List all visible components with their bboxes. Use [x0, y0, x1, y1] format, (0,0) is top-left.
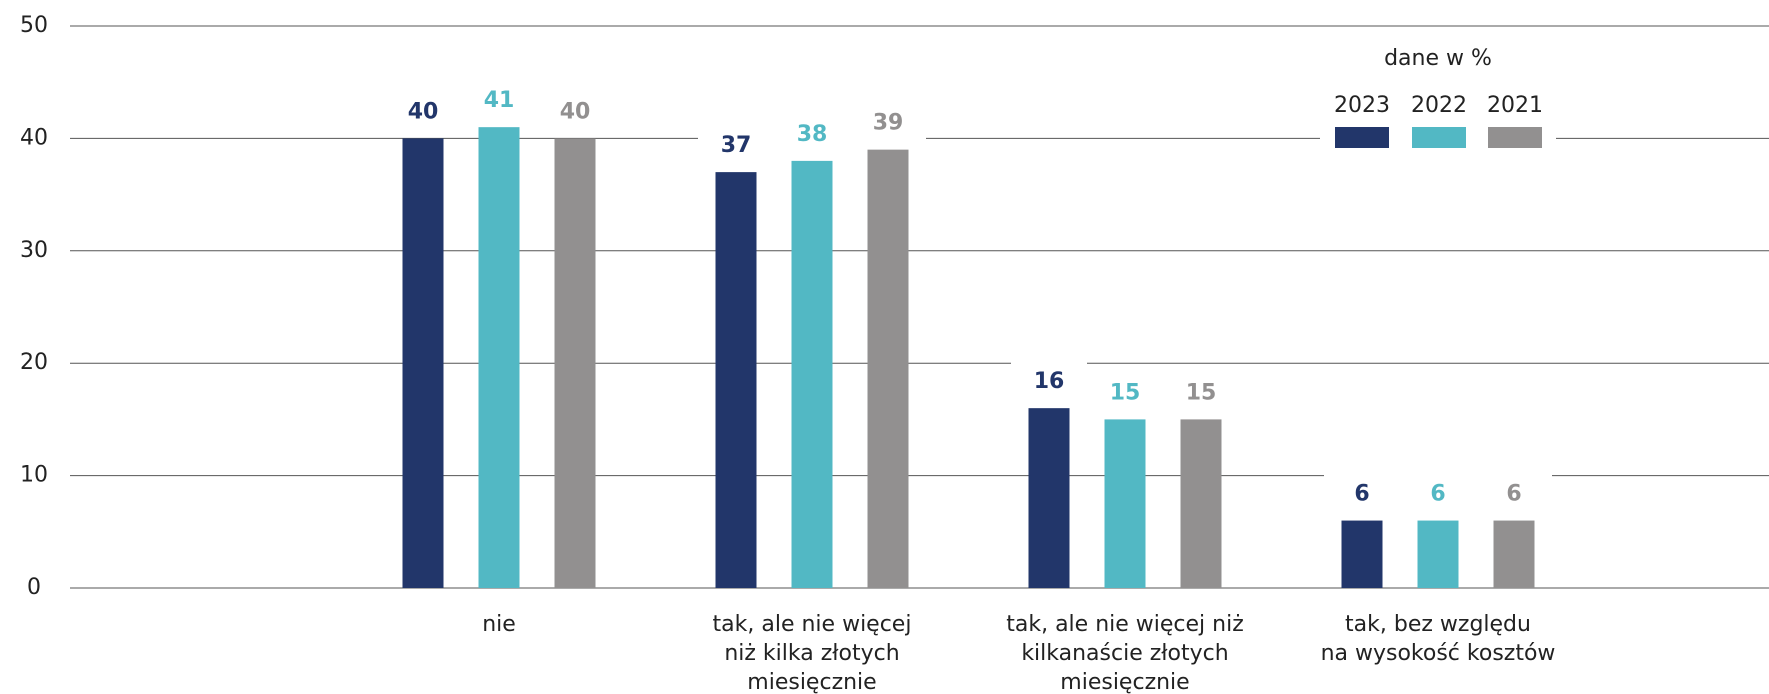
bar	[1341, 520, 1383, 588]
bar	[791, 160, 833, 588]
legend-swatch	[1488, 127, 1542, 148]
label-bg	[385, 88, 461, 135]
legend-swatch	[1335, 127, 1389, 148]
data-label: 40	[560, 99, 591, 124]
label-bg	[1163, 369, 1239, 416]
label-bg	[1400, 470, 1476, 517]
bar	[867, 149, 909, 588]
bar	[1028, 408, 1070, 588]
data-label: 41	[484, 88, 515, 113]
legend-label: 2022	[1411, 93, 1467, 118]
label-bg	[1087, 369, 1163, 416]
data-label: 38	[797, 122, 828, 147]
legend-label: 2021	[1487, 93, 1543, 118]
data-label: 40	[408, 99, 439, 124]
data-label: 6	[1430, 482, 1445, 507]
bar	[1104, 419, 1146, 588]
label-bg	[774, 110, 850, 157]
bar	[1493, 520, 1535, 588]
label-bg	[461, 77, 537, 124]
bar	[478, 127, 520, 588]
subtitle: dane w %	[1384, 46, 1492, 71]
bar	[402, 138, 444, 588]
y-tick-label: 20	[20, 350, 48, 375]
data-label: 37	[721, 133, 752, 158]
label-bg	[1476, 470, 1552, 517]
label-bg	[537, 88, 613, 135]
x-tick-label: tak, ale nie więcej niż kilkanaście złot…	[1006, 612, 1244, 694]
data-label: 6	[1354, 482, 1369, 507]
x-tick-label: tak, bez względu na wysokość kosztów	[1320, 612, 1556, 666]
data-label: 15	[1110, 380, 1141, 405]
bar	[554, 138, 596, 588]
y-tick-label: 50	[20, 13, 48, 38]
label-bg	[1011, 358, 1087, 405]
data-label: 39	[873, 111, 904, 136]
data-label: 6	[1506, 482, 1521, 507]
legend-swatch	[1412, 127, 1466, 148]
label-bg	[698, 122, 774, 169]
y-tick-label: 30	[20, 238, 48, 263]
y-tick-label: 0	[27, 575, 41, 600]
label-bg	[850, 99, 926, 146]
y-tick-label: 10	[20, 463, 48, 488]
legend-label: 2023	[1334, 93, 1390, 118]
data-label: 16	[1034, 369, 1065, 394]
x-tick-label: tak, ale nie więcej niż kilka złotych mi…	[712, 612, 912, 694]
x-tick-label: nie	[482, 612, 516, 637]
label-bg	[1324, 470, 1400, 517]
y-tick-label: 40	[20, 125, 48, 150]
bar	[1180, 419, 1222, 588]
data-label: 15	[1186, 380, 1217, 405]
bar	[1417, 520, 1459, 588]
bar	[715, 172, 757, 588]
